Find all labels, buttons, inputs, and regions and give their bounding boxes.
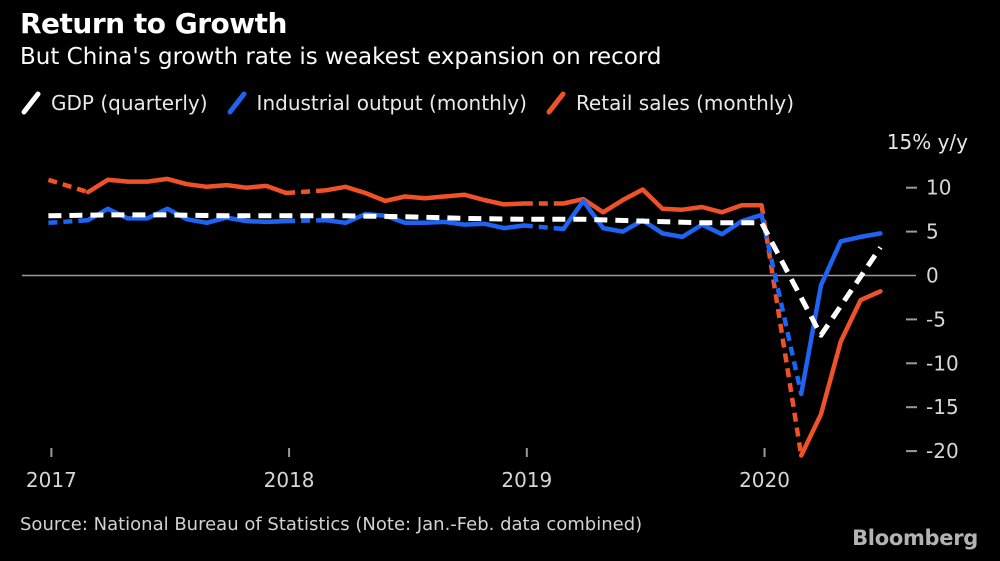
legend-item-retail-sales: Retail sales (monthly) [545, 90, 794, 116]
y-tick-label: -10 [926, 351, 959, 375]
legend-label-retail-sales: Retail sales (monthly) [575, 91, 795, 115]
x-tick-label: 2020 [739, 468, 790, 492]
x-tick-label: 2018 [264, 468, 315, 492]
series-line-retail [85, 176, 883, 458]
gdp-line-swatch-icon [20, 90, 42, 116]
bloomberg-logo: Bloomberg [852, 526, 978, 550]
y-tick-label: 5 [926, 220, 939, 244]
series-line-industrial-dashed-segment [48, 214, 804, 395]
series-line-retail-dashed-segment [47, 177, 804, 456]
y-tick-label: -20 [926, 439, 959, 463]
legend-label-industrial-output: Industrial output (monthly) [256, 91, 527, 115]
series-line-gdp-dashed-segment [48, 212, 883, 338]
y-tick-label: 0 [926, 264, 939, 288]
y-tick-label: -15 [926, 395, 959, 419]
legend-item-gdp: GDP (quarterly) [20, 90, 208, 116]
y-axis-unit-label: 15% y/y [886, 130, 968, 154]
page-subtitle: But China's growth rate is weakest expan… [20, 44, 662, 70]
y-tick-label: 10 [926, 176, 951, 200]
legend: GDP (quarterly) Industrial output (month… [20, 90, 794, 116]
page-title: Return to Growth [20, 7, 287, 40]
industrial-output-line-swatch-icon [226, 90, 248, 116]
retail-sales-line-swatch-icon [545, 90, 567, 116]
series-line-industrial [85, 198, 883, 397]
x-tick-label: 2017 [26, 468, 77, 492]
y-tick-label: -5 [926, 307, 946, 331]
legend-item-industrial-output: Industrial output (monthly) [226, 90, 527, 116]
source-note: Source: National Bureau of Statistics (N… [20, 514, 643, 535]
legend-label-gdp: GDP (quarterly) [51, 91, 208, 115]
x-tick-label: 2019 [501, 468, 552, 492]
